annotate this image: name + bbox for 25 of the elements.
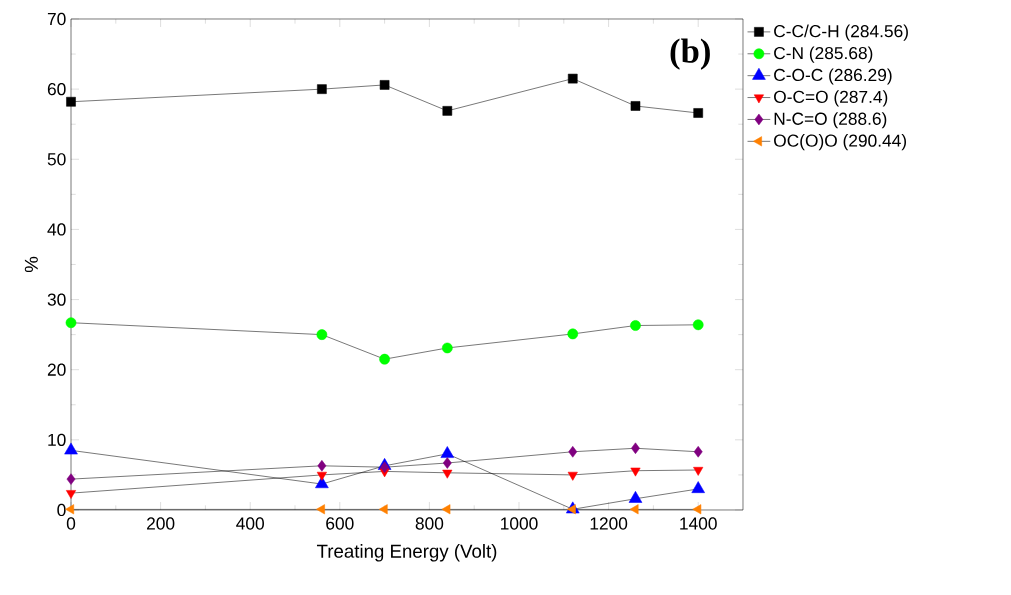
y-tick-label: 30 <box>47 293 66 306</box>
x-tick-label: 400 <box>236 517 264 530</box>
legend-label: C-C/C-H (284.56) <box>774 24 908 41</box>
y-axis-title: % <box>24 256 38 273</box>
y-tick-label: 50 <box>47 153 66 166</box>
x-tick-label: 200 <box>147 517 175 530</box>
annotation: (b) <box>670 38 710 70</box>
x-tick-label: 1200 <box>590 517 628 530</box>
legend-label: N-C=O (288.6) <box>774 112 887 129</box>
x-tick-label: 600 <box>326 517 354 530</box>
y-tick-label: 60 <box>47 83 66 96</box>
x-tick-label: 0 <box>66 517 76 530</box>
legend-label: C-O-C (286.29) <box>774 68 892 85</box>
x-tick-label: 1400 <box>680 517 717 530</box>
legend-label: C-N (285.68) <box>774 46 873 63</box>
y-tick-label: 10 <box>48 433 66 446</box>
x-tick-label: 1000 <box>501 517 538 530</box>
legend-label: O-C=O (287.4) <box>774 90 888 107</box>
y-tick-label: 70 <box>47 12 66 26</box>
y-tick-label: 40 <box>47 223 66 236</box>
x-tick-label: 800 <box>415 517 444 530</box>
y-tick-label: 0 <box>57 503 66 517</box>
legend-label: OC(O)O (290.44) <box>774 134 907 151</box>
y-tick-label: 20 <box>47 363 66 376</box>
x-axis-title: Treating Energy (Volt) <box>316 544 497 562</box>
